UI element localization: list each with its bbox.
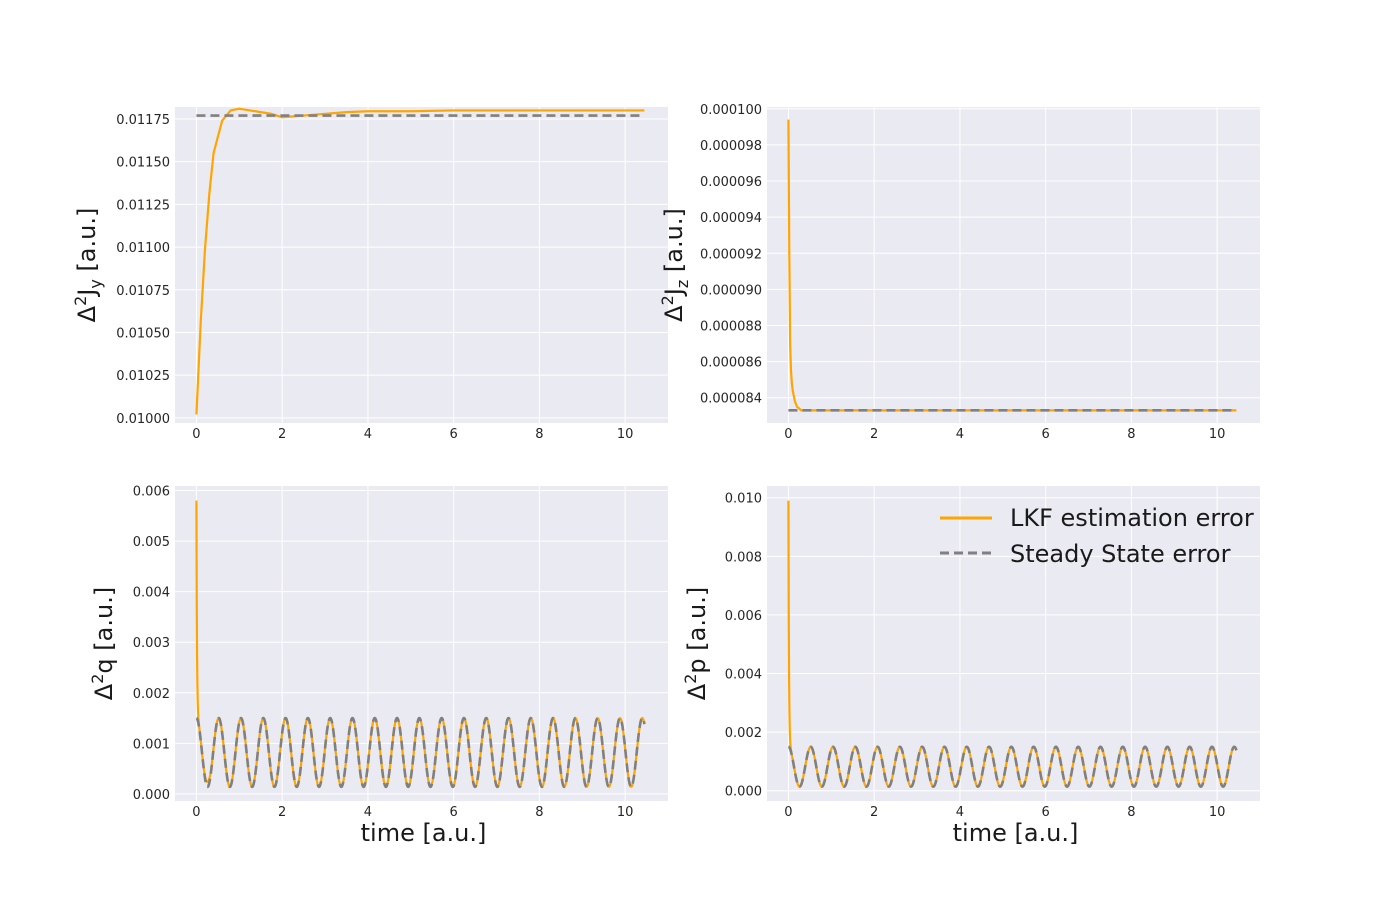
x-tick-label: 8 <box>1127 805 1135 820</box>
legend: LKF estimation error Steady State error <box>940 504 1254 568</box>
x-tick-label: 6 <box>450 805 458 820</box>
x-tick-label: 10 <box>617 805 634 820</box>
y-tick-label: 0.01075 <box>116 284 170 299</box>
subplot-p-variance: 0 2 4 6 8 10 0.000 0.002 0.004 0.006 0.008 0.010 Δ2p… <box>681 486 1260 847</box>
plot-area <box>767 107 1260 423</box>
x-axis-label: time [a.u.] <box>953 819 1079 847</box>
legend-lkf-label: LKF estimation error <box>1010 504 1254 532</box>
y-axis-label: Δ2Jy [a.u.] <box>71 208 105 323</box>
y-tick-label: 0.004 <box>725 668 762 683</box>
y-tick-label: 0.004 <box>133 586 170 601</box>
x-tick-label: 4 <box>364 805 372 820</box>
x-tick-label: 6 <box>1042 805 1050 820</box>
x-tick-label: 2 <box>870 805 878 820</box>
x-tick-label: 4 <box>956 427 964 442</box>
x-tick-label: 2 <box>278 427 286 442</box>
y-tick-label: 0.000 <box>725 785 762 800</box>
y-tick-label: 0.000096 <box>700 175 762 190</box>
lkf-error-line <box>787 119 1237 412</box>
y-axis-label: Δ2Jz [a.u.] <box>658 208 692 322</box>
y-tick-label: 0.000094 <box>700 211 762 226</box>
plot-area <box>175 107 668 423</box>
y-tick-label: 0.003 <box>133 636 170 651</box>
y-tick-label: 0.006 <box>725 609 762 624</box>
x-tick-label: 2 <box>870 427 878 442</box>
y-tick-label: 0.000098 <box>700 139 762 154</box>
x-tick-label: 6 <box>1042 427 1050 442</box>
y-tick-label: 0.000084 <box>700 392 762 407</box>
y-tick-label: 0.006 <box>133 485 170 500</box>
x-tick-label: 10 <box>617 427 634 442</box>
x-tick-label: 0 <box>784 805 792 820</box>
x-tick-label: 0 <box>784 427 792 442</box>
y-tick-label: 0.01150 <box>116 156 170 171</box>
y-tick-label: 0.000090 <box>700 283 762 298</box>
y-tick-label: 0.000086 <box>700 356 762 371</box>
lkf-error-line <box>195 107 645 415</box>
y-tick-label: 0.005 <box>133 535 170 550</box>
x-tick-label: 8 <box>535 427 543 442</box>
steady-state-line <box>787 745 1238 788</box>
y-tick-label: 0.000092 <box>700 247 762 262</box>
subplot-jz-variance: 0 2 4 6 8 10 0.000084 0.000086 0.000088 0.000090 0… <box>658 103 1260 442</box>
plot-area <box>175 486 668 801</box>
y-axis-label: Δ2p [a.u.] <box>681 587 711 700</box>
y-axis-label: Δ2q [a.u.] <box>88 587 118 700</box>
x-tick-label: 0 <box>192 427 200 442</box>
x-axis-label: time [a.u.] <box>361 819 487 847</box>
y-tick-label: 0.01175 <box>116 113 170 128</box>
x-tick-label: 8 <box>535 805 543 820</box>
subplot-q-variance: 0 2 4 6 8 10 0.000 0.001 0.002 0.003 0.004 0.005 0.0… <box>88 485 668 847</box>
x-tick-label: 10 <box>1209 805 1226 820</box>
x-tick-label: 2 <box>278 805 286 820</box>
y-tick-label: 0.000 <box>133 788 170 803</box>
subplot-jy-variance: 0 2 4 6 8 10 0.01000 0.01025 0.01050 0.01075 0.011… <box>71 107 668 442</box>
y-tick-label: 0.001 <box>133 737 170 752</box>
y-tick-label: 0.000088 <box>700 319 762 334</box>
y-tick-label: 0.01125 <box>116 198 170 213</box>
x-tick-label: 10 <box>1209 427 1226 442</box>
x-tick-label: 8 <box>1127 427 1135 442</box>
x-tick-label: 4 <box>364 427 372 442</box>
legend-steady-label: Steady State error <box>1010 540 1231 568</box>
y-tick-label: 0.000100 <box>700 103 762 118</box>
y-tick-label: 0.01000 <box>116 412 170 427</box>
x-tick-label: 0 <box>192 805 200 820</box>
y-tick-label: 0.01100 <box>116 241 170 256</box>
y-tick-label: 0.01050 <box>116 326 170 341</box>
x-tick-label: 4 <box>956 805 964 820</box>
y-tick-label: 0.008 <box>725 550 762 565</box>
y-tick-label: 0.010 <box>725 492 762 507</box>
y-tick-label: 0.002 <box>725 726 762 741</box>
steady-state-line <box>195 716 646 789</box>
y-tick-label: 0.01025 <box>116 369 170 384</box>
y-tick-label: 0.002 <box>133 687 170 702</box>
x-tick-label: 6 <box>450 427 458 442</box>
